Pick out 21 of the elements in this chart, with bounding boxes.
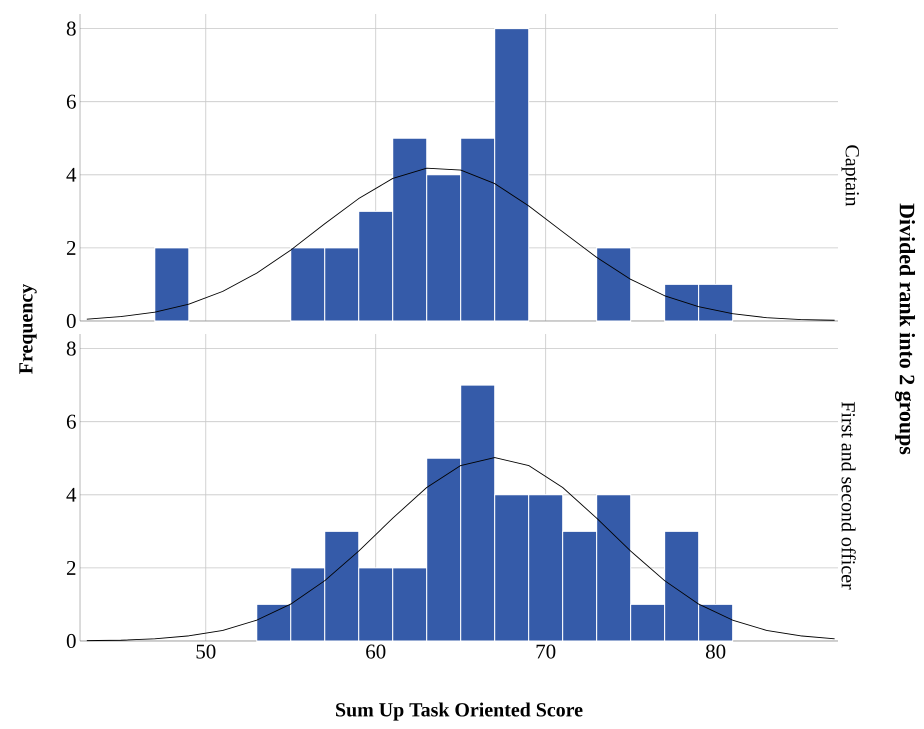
y-tick-label: 0 — [66, 314, 76, 328]
line-series — [86, 457, 836, 642]
line-series — [86, 168, 836, 321]
y-tick-label: 8 — [66, 342, 76, 356]
x-axis-title: Sum Up Task Oriented Score — [336, 702, 582, 721]
y-axis-title: Frequency — [19, 284, 37, 374]
x-tick-label: 70 — [536, 644, 556, 659]
y-tick-label: 6 — [66, 414, 76, 429]
y-tick-label: 2 — [66, 560, 76, 575]
y-tick-label: 4 — [66, 168, 76, 182]
text: Divided rank into 2 groups — [894, 204, 916, 454]
text: First and second officer — [842, 402, 856, 590]
x-tick-label: 80 — [706, 644, 726, 659]
x-tick-label: 50 — [196, 644, 216, 659]
y-tick-label: 2 — [66, 240, 76, 255]
y-tick-label: 8 — [66, 22, 76, 36]
y-tick-label: 6 — [66, 94, 76, 109]
x-tick-label: 60 — [366, 644, 386, 659]
y-tick-label: 4 — [66, 488, 76, 502]
y-tick-label: 0 — [66, 634, 76, 648]
text: Captain — [842, 145, 859, 206]
